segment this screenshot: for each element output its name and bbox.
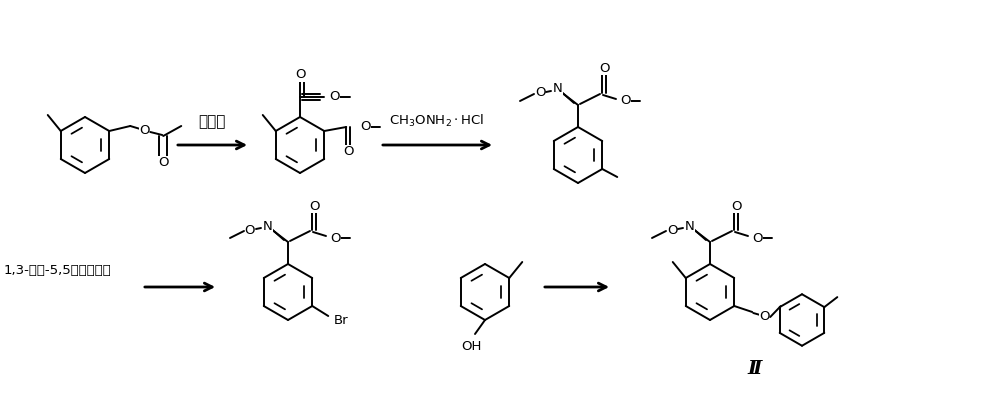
Text: O: O [620, 94, 631, 108]
Text: $\mathregular{CH_3ONH_2 \cdot HCl}$: $\mathregular{CH_3ONH_2 \cdot HCl}$ [389, 113, 485, 129]
Text: N: N [263, 220, 273, 233]
Text: O: O [759, 310, 769, 322]
Text: O: O [343, 145, 353, 158]
Text: O: O [328, 91, 338, 104]
Text: O: O [535, 87, 545, 100]
Text: O: O [360, 121, 371, 133]
Text: O: O [158, 156, 168, 168]
Text: N: N [685, 220, 695, 233]
Text: 1,3-二溃-5,5二甲基海因: 1,3-二溃-5,5二甲基海因 [4, 264, 112, 277]
Text: O: O [752, 231, 763, 245]
Text: O: O [139, 123, 149, 137]
Text: OH: OH [461, 340, 481, 353]
Text: O: O [330, 231, 340, 245]
Text: Ⅱ: Ⅱ [748, 360, 762, 378]
Text: O: O [329, 91, 340, 104]
Text: O: O [599, 62, 609, 75]
Text: 电氧化: 电氧化 [198, 114, 226, 129]
Text: Br: Br [334, 314, 349, 326]
Text: O: O [295, 69, 305, 81]
Text: O: O [245, 224, 255, 237]
Text: O: O [309, 200, 319, 212]
Text: N: N [553, 83, 563, 96]
Text: O: O [731, 200, 741, 212]
Text: O: O [667, 224, 677, 237]
